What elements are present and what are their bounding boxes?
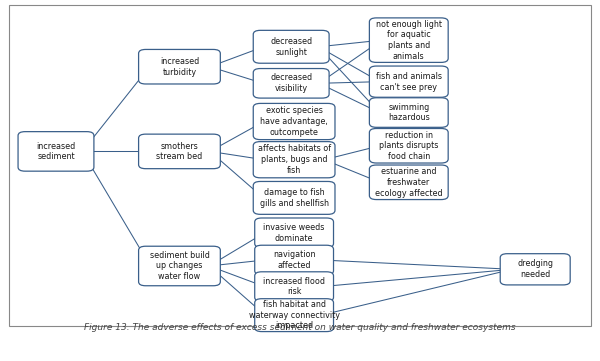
Text: increased
turbidity: increased turbidity bbox=[160, 57, 199, 77]
Text: decreased
visibility: decreased visibility bbox=[270, 73, 312, 93]
Text: fish and animals
can't see prey: fish and animals can't see prey bbox=[376, 72, 442, 92]
Text: invasive weeds
dominate: invasive weeds dominate bbox=[263, 223, 325, 243]
Text: smothers
stream bed: smothers stream bed bbox=[157, 142, 203, 161]
FancyBboxPatch shape bbox=[139, 134, 220, 169]
Text: affects habitats of
plants, bugs and
fish: affects habitats of plants, bugs and fis… bbox=[257, 144, 331, 175]
FancyBboxPatch shape bbox=[255, 218, 334, 248]
FancyBboxPatch shape bbox=[370, 66, 448, 97]
Text: navigation
affected: navigation affected bbox=[273, 250, 316, 270]
FancyBboxPatch shape bbox=[139, 49, 220, 84]
FancyBboxPatch shape bbox=[500, 254, 570, 285]
FancyBboxPatch shape bbox=[253, 182, 335, 214]
FancyBboxPatch shape bbox=[253, 30, 329, 63]
FancyBboxPatch shape bbox=[253, 103, 335, 140]
Text: not enough light
for aquatic
plants and
animals: not enough light for aquatic plants and … bbox=[376, 19, 442, 61]
Text: exotic species
have advantage,
outcompete: exotic species have advantage, outcompet… bbox=[260, 106, 328, 137]
Text: fish habitat and
waterway connectivity
impacted: fish habitat and waterway connectivity i… bbox=[248, 300, 340, 330]
Text: reduction in
plants disrupts
food chain: reduction in plants disrupts food chain bbox=[379, 131, 439, 161]
FancyBboxPatch shape bbox=[370, 98, 448, 127]
FancyBboxPatch shape bbox=[253, 69, 329, 98]
Text: Figure 13. The adverse effects of excess sediment on water quality and freshwate: Figure 13. The adverse effects of excess… bbox=[84, 323, 516, 332]
Text: estuarine and
freshwater
ecology affected: estuarine and freshwater ecology affecte… bbox=[375, 167, 443, 197]
Text: damage to fish
gills and shellfish: damage to fish gills and shellfish bbox=[260, 188, 329, 208]
FancyBboxPatch shape bbox=[370, 18, 448, 62]
Text: sediment build
up changes
water flow: sediment build up changes water flow bbox=[149, 251, 209, 281]
FancyBboxPatch shape bbox=[255, 299, 334, 331]
Text: swimming
hazardous: swimming hazardous bbox=[388, 103, 430, 122]
FancyBboxPatch shape bbox=[370, 165, 448, 200]
Text: dredging
needed: dredging needed bbox=[517, 260, 553, 279]
Text: increased
sediment: increased sediment bbox=[37, 142, 76, 161]
Text: increased flood
risk: increased flood risk bbox=[263, 277, 325, 296]
FancyBboxPatch shape bbox=[18, 132, 94, 171]
FancyBboxPatch shape bbox=[253, 142, 335, 178]
Text: decreased
sunlight: decreased sunlight bbox=[270, 37, 312, 57]
FancyBboxPatch shape bbox=[370, 129, 448, 163]
FancyBboxPatch shape bbox=[255, 245, 334, 275]
FancyBboxPatch shape bbox=[139, 246, 220, 286]
FancyBboxPatch shape bbox=[255, 272, 334, 301]
